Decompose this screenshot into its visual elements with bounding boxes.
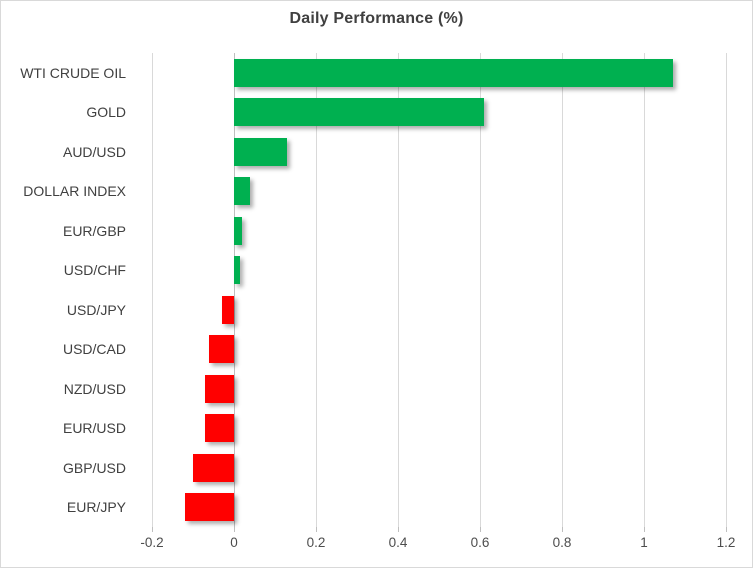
- category-label: GBP/USD: [62, 459, 126, 476]
- bar-eur-gbp: [234, 216, 243, 245]
- category-label: EUR/JPY: [66, 499, 126, 516]
- gridline: [316, 53, 317, 527]
- bar-nzd-usd: [205, 374, 234, 403]
- bar-wti-crude-oil: [234, 58, 673, 87]
- category-label: NZD/USD: [63, 380, 126, 397]
- bar-gbp-usd: [193, 453, 234, 482]
- x-tick-label: 1.2: [716, 535, 736, 550]
- bar-usd-chf: [234, 256, 241, 285]
- bar-usd-cad: [209, 335, 234, 364]
- bar-dollar-index: [234, 177, 251, 206]
- category-label: DOLLAR INDEX: [23, 183, 126, 200]
- category-label: WTI CRUDE OIL: [20, 64, 126, 81]
- x-tick-label: 0.6: [470, 535, 490, 550]
- gridline: [644, 53, 645, 527]
- axis-tick-mark: [644, 527, 645, 532]
- category-label: USD/JPY: [66, 301, 126, 318]
- x-tick-label: 0.8: [552, 535, 572, 550]
- chart-title: Daily Performance (%): [289, 10, 464, 27]
- x-tick-label: 0.4: [388, 535, 408, 550]
- category-label: USD/CHF: [63, 262, 126, 279]
- axis-tick-mark: [152, 527, 153, 532]
- category-label: EUR/USD: [62, 420, 126, 437]
- axis-tick-mark: [562, 527, 563, 532]
- category-label: AUD/USD: [62, 143, 126, 160]
- bar-gold: [234, 98, 485, 127]
- x-tick-label: -0.2: [140, 535, 164, 550]
- axis-tick-mark: [726, 527, 727, 532]
- bar-eur-jpy: [184, 493, 234, 522]
- value-axis: -0.2 0 0.2 0.4 0.6 0.8 1 1.2: [140, 535, 735, 553]
- x-tick-label: 0.2: [306, 535, 326, 550]
- gridline: [152, 53, 153, 527]
- plot-area: [152, 53, 727, 532]
- category-label: EUR/GBP: [62, 222, 126, 239]
- x-tick-label: 1: [640, 535, 648, 550]
- axis-tick-mark: [234, 527, 235, 532]
- bar-aud-usd: [234, 137, 288, 166]
- gridline: [562, 53, 563, 527]
- axis-tick-mark: [398, 527, 399, 532]
- axis-tick-mark: [316, 527, 317, 532]
- gridline: [398, 53, 399, 527]
- category-label: GOLD: [86, 104, 126, 121]
- category-axis: WTI CRUDE OIL GOLD AUD/USD DOLLAR INDEX EUR/…: [1, 53, 139, 527]
- category-label: USD/CAD: [62, 341, 126, 358]
- bar-usd-jpy: [221, 295, 234, 324]
- gridline: [726, 53, 727, 527]
- axis-tick-mark: [480, 527, 481, 532]
- bar-eur-usd: [205, 414, 234, 443]
- gridline: [480, 53, 481, 527]
- zero-gridline: [234, 53, 235, 527]
- x-tick-label: 0: [230, 535, 238, 550]
